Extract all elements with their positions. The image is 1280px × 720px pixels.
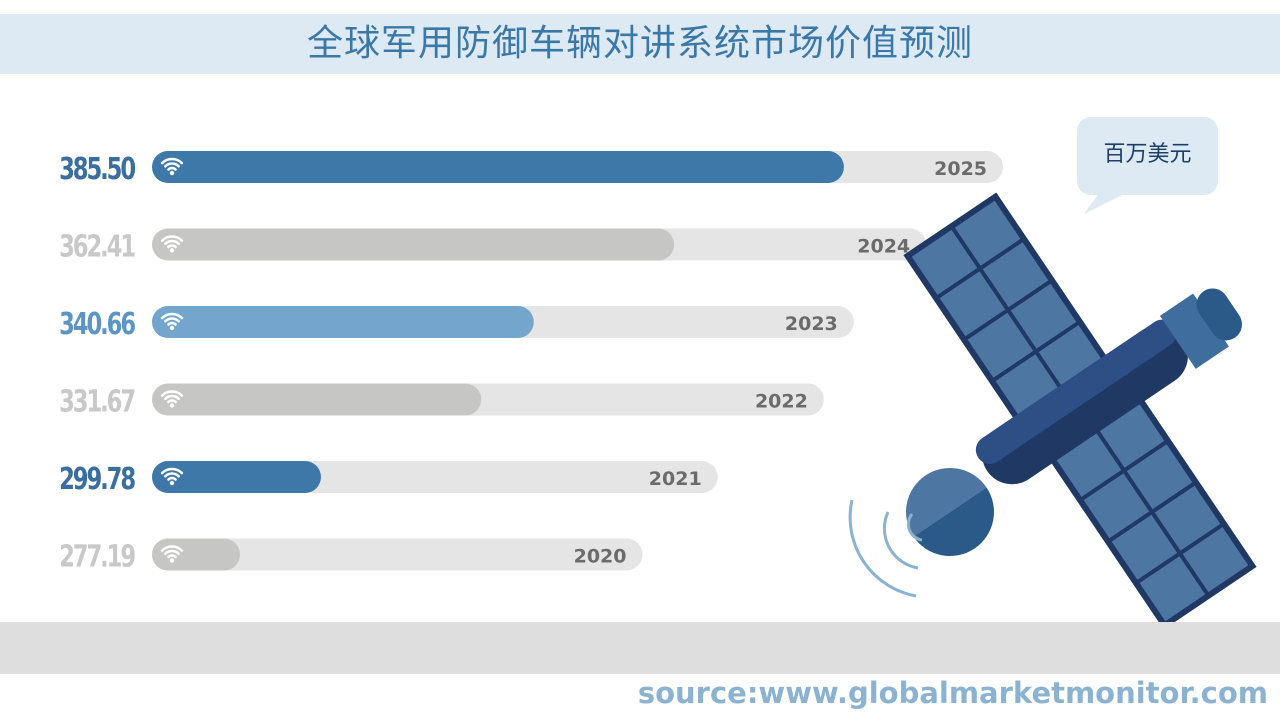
wifi-icon <box>160 235 184 253</box>
wifi-icon <box>160 467 184 486</box>
value-label: 331.67 <box>59 383 135 419</box>
category-label: 2025 <box>934 158 987 180</box>
wifi-icon <box>160 545 184 563</box>
category-label: 2024 <box>857 236 910 258</box>
unit-label: 百万美元 <box>1103 142 1192 167</box>
wifi-icon <box>160 157 184 176</box>
value-label: 362.41 <box>59 228 135 264</box>
bar-fill <box>152 228 675 261</box>
value-label: 299.78 <box>59 461 135 497</box>
unit-bubble <box>1077 117 1218 195</box>
title-banner <box>0 14 1280 74</box>
satellite-icon <box>848 192 1257 630</box>
category-label: 2023 <box>785 313 838 335</box>
bar-fill <box>152 151 844 183</box>
value-label: 385.50 <box>59 151 136 187</box>
category-label: 2020 <box>574 546 627 568</box>
footer-band <box>0 622 1280 674</box>
page-title: 全球军用防御车辆对讲系统市场价值预测 <box>306 23 973 64</box>
wifi-icon <box>160 390 184 408</box>
wifi-icon <box>160 312 184 331</box>
bar-fill <box>152 383 482 416</box>
value-label: 277.19 <box>59 538 135 574</box>
category-label: 2021 <box>649 468 702 490</box>
bar-track <box>152 538 643 571</box>
bar-fill <box>152 461 321 493</box>
category-label: 2022 <box>755 391 808 413</box>
value-label: 340.66 <box>59 306 135 342</box>
bar-fill <box>152 306 534 338</box>
source-label: source:www.globalmarketmonitor.com <box>637 676 1268 710</box>
